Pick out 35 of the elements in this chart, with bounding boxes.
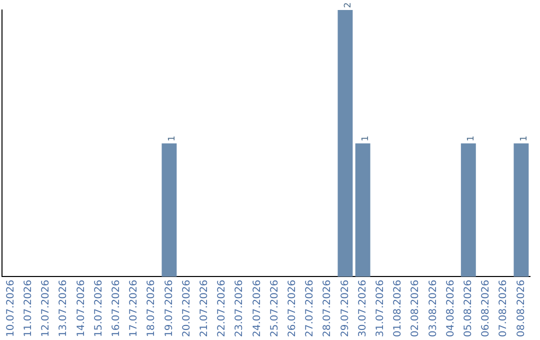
x-tick-label: 30.07.2026 [357,280,368,338]
x-tick-label: 02.08.2026 [410,280,422,338]
x-tick-label: 06.08.2026 [480,280,492,338]
x-tick-label: 05.08.2026 [462,280,474,338]
x-tick-label: 25.07.2026 [269,280,280,338]
x-tick-label: 22.07.2026 [216,280,228,338]
x-tick-label: 12.07.2026 [40,280,52,338]
x-tick-label: 03.08.2026 [428,280,439,338]
x-tick-label: 19.07.2026 [164,280,175,338]
x-tick-label: 18.07.2026 [146,280,158,338]
x-tick-label: 31.07.2026 [374,280,386,338]
data-label: 1 [361,136,372,142]
x-tick-label: 20.07.2026 [181,280,192,338]
x-tick-label: 01.08.2026 [392,280,404,338]
x-tick-label: 23.07.2026 [234,280,246,338]
x-tick-label: 13.07.2026 [58,280,70,338]
x-tick-label: 21.07.2026 [198,280,210,338]
x-tick-label: 29.07.2026 [340,280,351,338]
x-tick-label: 28.07.2026 [322,280,334,338]
x-tick-label: 27.07.2026 [304,280,316,338]
x-tick-label: 26.07.2026 [286,280,298,338]
x-tick-label: 24.07.2026 [252,280,263,338]
data-label: 1 [168,136,178,142]
x-tick-label: 17.07.2026 [128,280,140,338]
x-tick-label: 07.08.2026 [498,280,510,338]
x-tick-label: 11.07.2026 [22,280,34,338]
x-tick-label: 08.08.2026 [516,280,527,338]
x-tick-label: 15.07.2026 [93,280,104,338]
data-label: 1 [466,136,477,142]
x-tick-label: 04.08.2026 [445,280,456,338]
data-label: 1 [520,136,530,142]
x-tick-label: 10.07.2026 [5,280,16,338]
data-label: 2 [344,2,354,8]
x-tick-label: 16.07.2026 [110,280,122,338]
x-tick-label: 14.07.2026 [76,280,87,338]
